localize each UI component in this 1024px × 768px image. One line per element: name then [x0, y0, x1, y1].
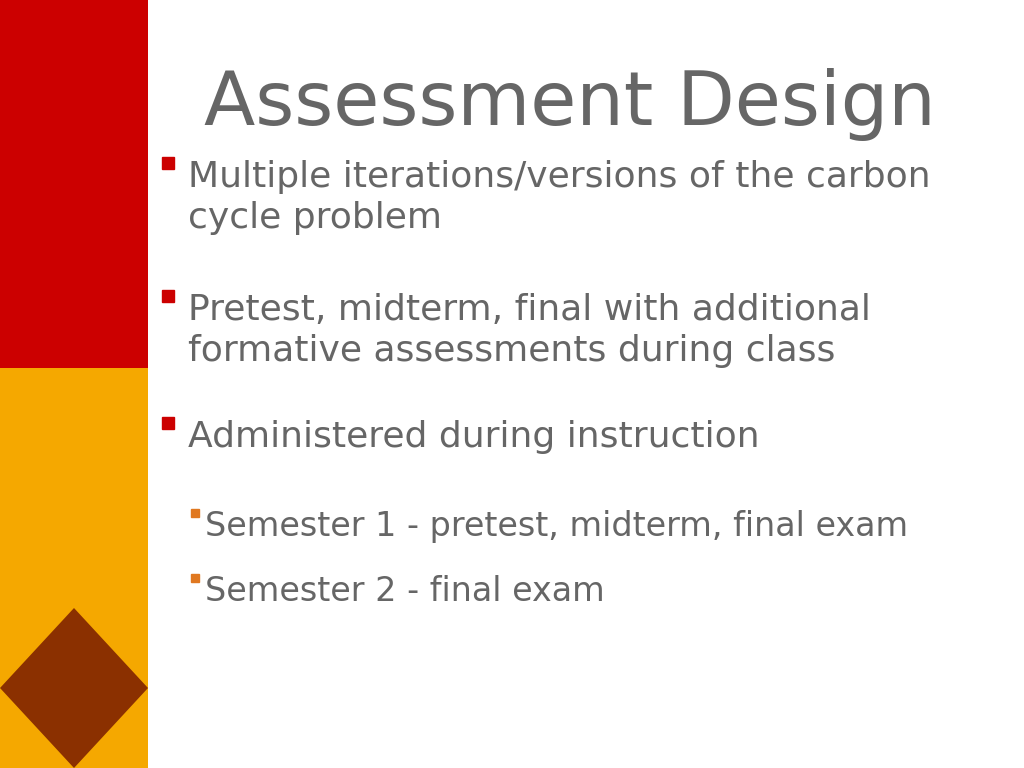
Text: Multiple iterations/versions of the carbon
cycle problem: Multiple iterations/versions of the carb…	[188, 160, 931, 235]
Text: Semester 2 - final exam: Semester 2 - final exam	[205, 575, 605, 608]
Polygon shape	[0, 608, 148, 768]
Bar	[0, 368, 148, 768]
Text: Assessment Design: Assessment Design	[204, 68, 936, 141]
Text: Semester 1 - pretest, midterm, final exam: Semester 1 - pretest, midterm, final exa…	[205, 510, 908, 543]
Bar	[0, 0, 148, 368]
Text: Administered during instruction: Administered during instruction	[188, 420, 760, 454]
Text: Pretest, midterm, final with additional
formative assessments during class: Pretest, midterm, final with additional …	[188, 293, 870, 368]
